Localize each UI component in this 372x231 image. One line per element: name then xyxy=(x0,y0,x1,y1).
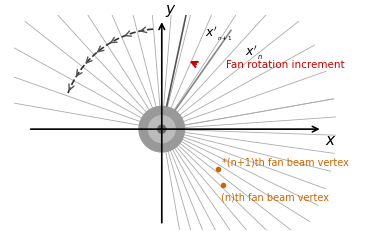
Circle shape xyxy=(158,125,166,133)
Text: *(n+1)th fan beam vertex: *(n+1)th fan beam vertex xyxy=(222,158,349,168)
Circle shape xyxy=(148,116,175,143)
Circle shape xyxy=(139,106,185,152)
Text: $x'$: $x'$ xyxy=(205,25,217,40)
Text: $_{n+1}$: $_{n+1}$ xyxy=(217,33,233,43)
Text: Fan rotation increment: Fan rotation increment xyxy=(226,60,345,70)
Text: x: x xyxy=(325,133,334,148)
Text: y: y xyxy=(166,2,175,17)
Text: $_n$: $_n$ xyxy=(257,52,263,62)
Text: (n)th fan beam vertex: (n)th fan beam vertex xyxy=(221,192,329,202)
Text: $x'$: $x'$ xyxy=(245,44,257,59)
